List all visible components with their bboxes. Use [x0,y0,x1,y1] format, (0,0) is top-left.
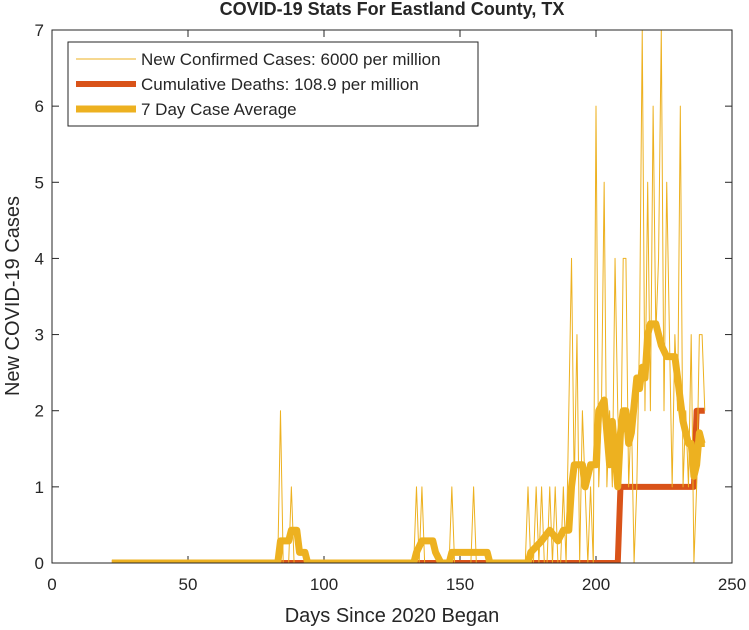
x-tick-label: 150 [446,575,474,594]
x-tick-label: 0 [47,575,56,594]
y-tick-label: 2 [35,402,44,421]
legend-label: New Confirmed Cases: 6000 per million [141,50,441,69]
y-tick-label: 3 [35,326,44,345]
x-tick-label: 50 [179,575,198,594]
series-line [111,30,706,563]
y-tick-label: 4 [35,249,44,268]
x-tick-label: 100 [310,575,338,594]
y-axis-label: New COVID-19 Cases [2,196,24,396]
legend-label: 7 Day Case Average [141,100,297,119]
series-line [111,320,706,563]
legend-label: Cumulative Deaths: 108.9 per million [141,75,419,94]
legend-box [67,41,479,127]
chart-title: COVID-19 Stats For Eastland County, TX [220,0,565,19]
y-tick-label: 1 [35,478,44,497]
x-axis-label: Days Since 2020 Began [285,605,500,627]
axes-box [51,29,733,564]
y-tick-label: 5 [35,173,44,192]
y-tick-label: 6 [35,97,44,116]
x-tick-label: 200 [582,575,610,594]
y-tick-label: 7 [35,21,44,40]
x-tick-label: 250 [718,575,746,594]
y-tick-label: 0 [35,554,44,573]
